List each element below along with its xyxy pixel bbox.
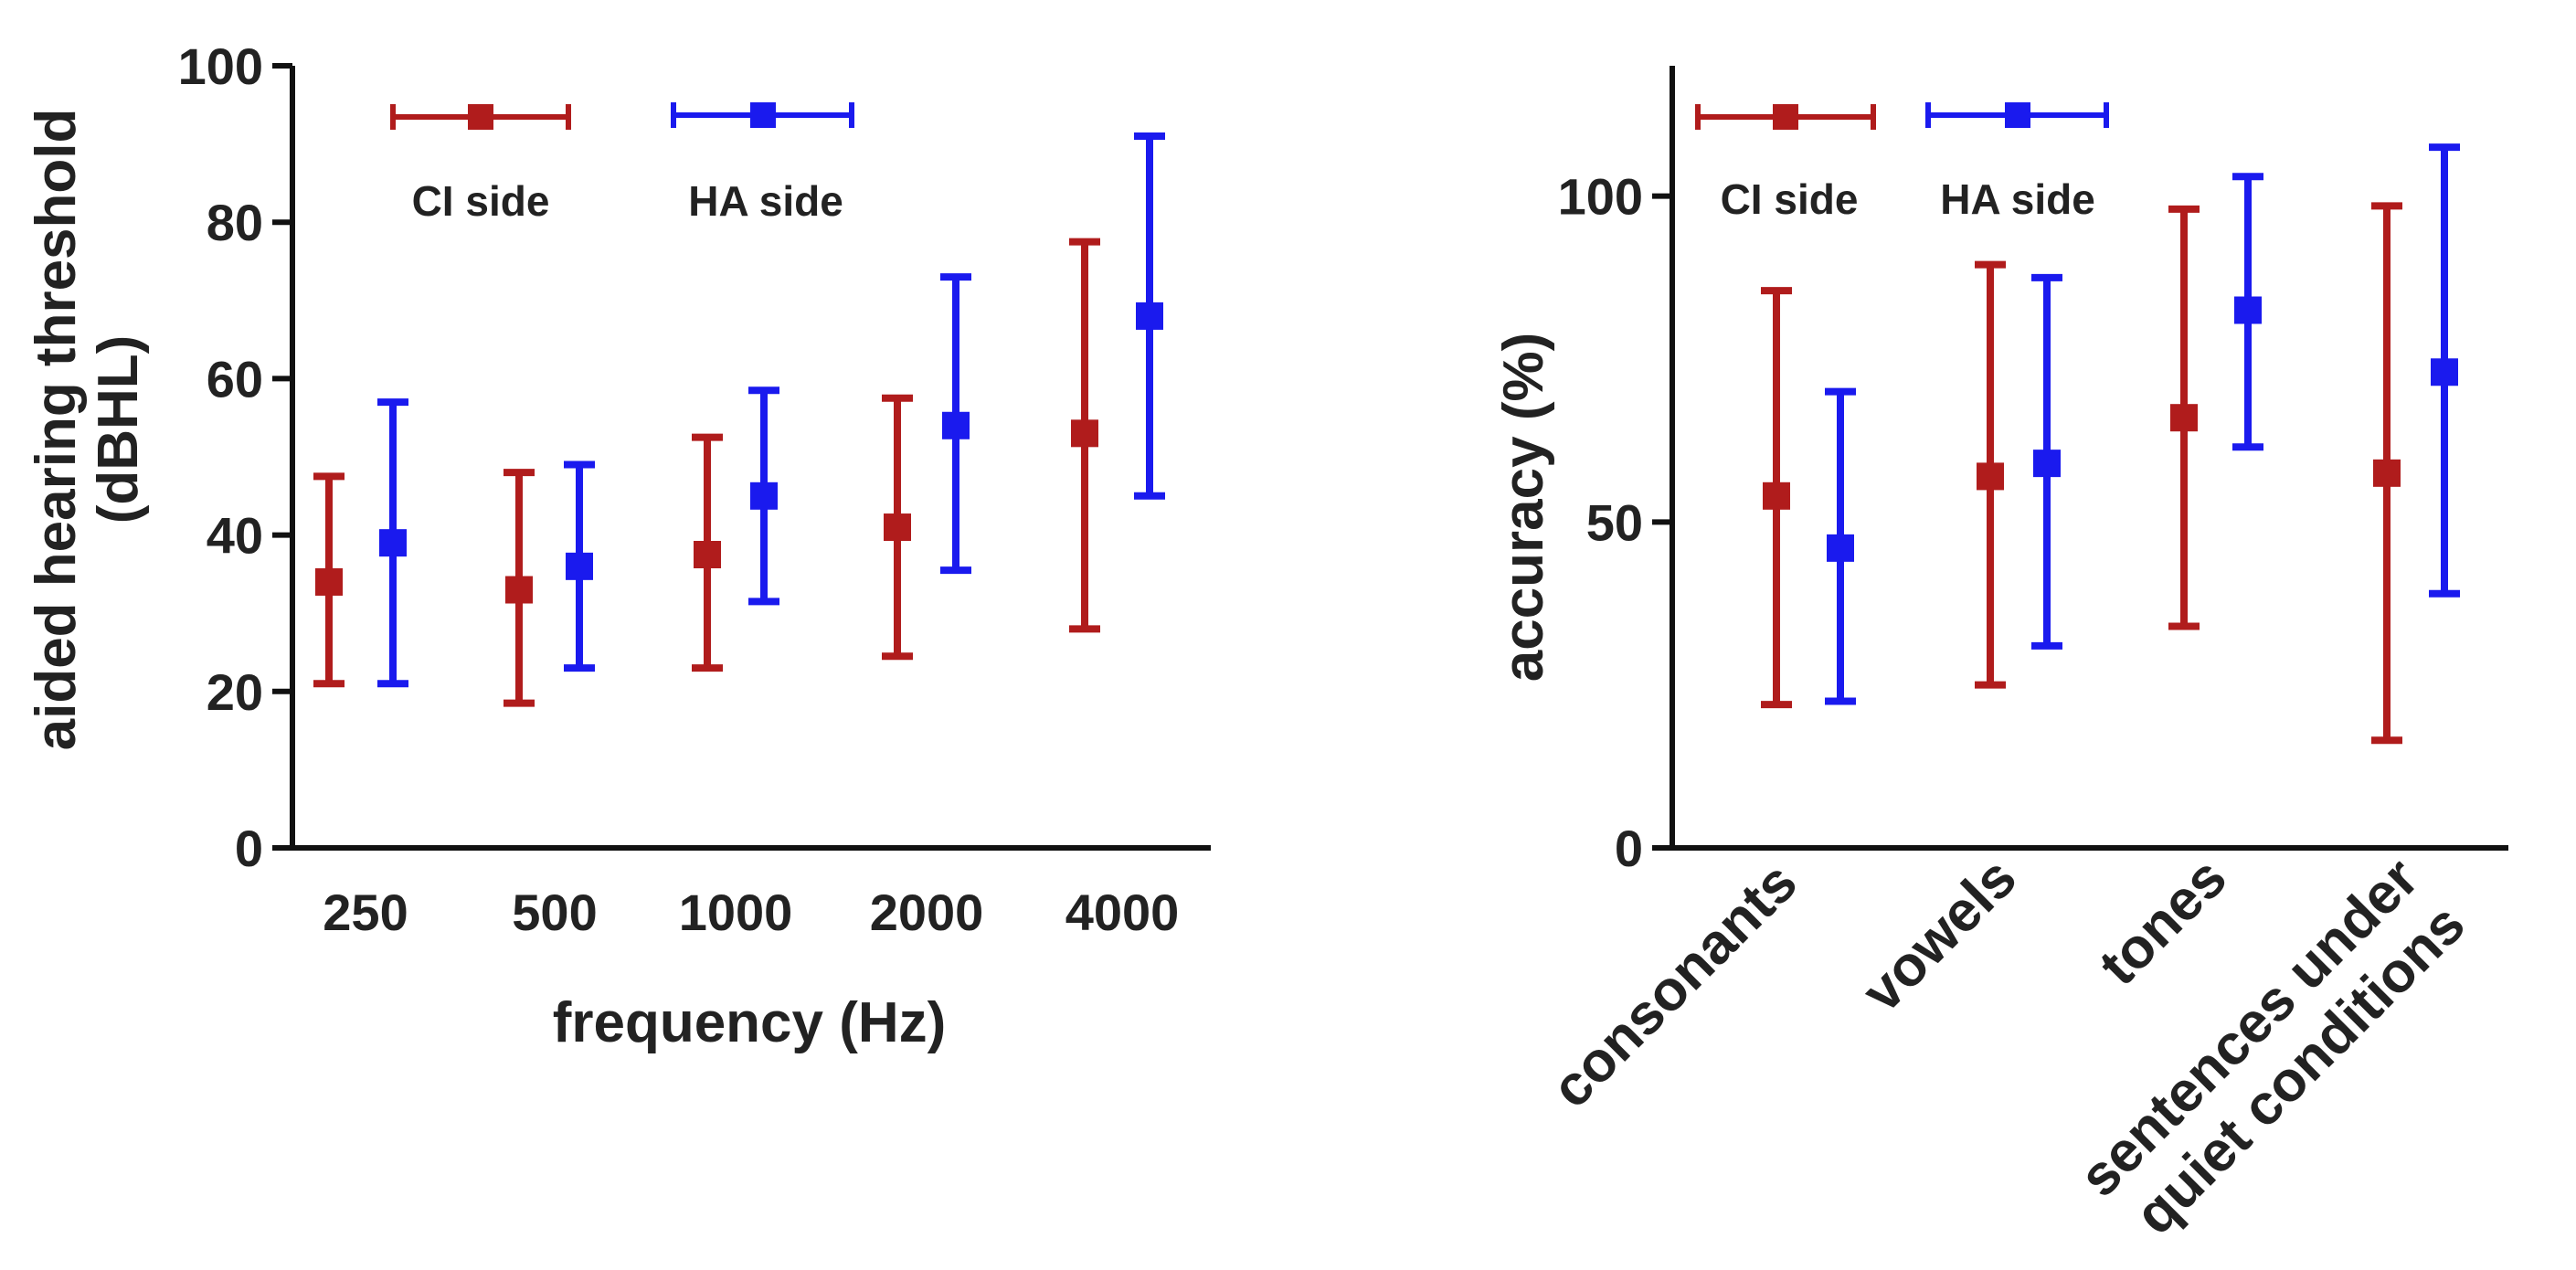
right-legend-ha: HA side: [1925, 102, 2109, 223]
right-x-tick-label-sentences-under-quiet-conditions: sentences underquiet conditions: [2068, 846, 2477, 1255]
left-series-ci-side: [313, 238, 1100, 707]
left-ci-side-1000-marker: [694, 541, 721, 568]
right-legend-ci-label: CI side: [1721, 175, 1859, 223]
right-x-tick-label-tones: tones: [2087, 846, 2239, 998]
left-x-ticks: 250 500 1000 2000 4000: [323, 884, 1179, 941]
right-ylabel: accuracy (%): [1492, 333, 1555, 683]
left-legend: CI side HA side: [390, 102, 854, 225]
right-ha-side-vowels-marker: [2033, 450, 2061, 478]
right-y-tick-label-50: 50: [1586, 493, 1643, 551]
right-y-tick-label-0: 0: [1615, 820, 1643, 877]
right-y-ticks: 0 50 100: [1558, 168, 1672, 877]
right-series-ha-side: [1825, 143, 2460, 705]
left-y-ticks: 0 20 40 60 80 100: [178, 37, 292, 877]
right-x-tick-label-consonants: consonants: [1540, 851, 1809, 1120]
right-series-ci-side: [1761, 202, 2402, 745]
left-ha-side-1000-marker: [750, 482, 778, 510]
left-y-tick-label-60: 60: [207, 350, 263, 407]
right-x-tick-label-tones-line-1: tones: [2087, 846, 2239, 998]
right-legend-ci-marker: [1773, 104, 1798, 130]
left-y-tick-label-20: 20: [207, 663, 263, 721]
right-ha-side-sentences-under-quiet-conditions-marker: [2431, 358, 2458, 386]
left-ha-side-2000-marker: [942, 411, 970, 439]
left-x-tick-label-500: 500: [512, 884, 597, 941]
left-ha-side-500-marker: [566, 552, 593, 580]
left-ylabel-line-2: (dBHL): [87, 335, 150, 524]
left-ci-side-500-marker: [505, 576, 533, 604]
right-legend: CI side HA side: [1695, 102, 2109, 223]
left-ylabel-line-1: aided hearing threshold: [25, 109, 88, 751]
right-x-tick-label-consonants-line-1: consonants: [1540, 851, 1809, 1120]
left-x-tick-label-1000: 1000: [679, 884, 793, 941]
left-x-tick-label-2000: 2000: [870, 884, 984, 941]
left-y-tick-label-0: 0: [235, 820, 263, 877]
left-legend-ha-marker: [750, 102, 776, 128]
right-legend-ha-marker: [2005, 102, 2030, 128]
left-x-tick-label-4000: 4000: [1065, 884, 1180, 941]
left-ci-side-2000-marker: [884, 513, 911, 542]
right-ci-side-tones-marker: [2170, 404, 2198, 432]
left-series-ha-side: [377, 132, 1165, 688]
left-legend-ci-label: CI side: [412, 177, 550, 225]
right-legend-ci: CI side: [1695, 104, 1876, 223]
right-x-tick-label-vowels: vowels: [1850, 846, 2029, 1024]
left-legend-ha-label: HA side: [688, 177, 843, 225]
left-ha-side-250-marker: [379, 529, 407, 557]
left-legend-ha: HA side: [671, 102, 854, 225]
left-legend-ci-marker: [468, 104, 493, 130]
left-legend-ci: CI side: [390, 104, 571, 225]
left-y-tick-label-80: 80: [207, 194, 263, 251]
right-legend-ha-label: HA side: [1940, 175, 2095, 223]
chart-right: accuracy (%) 0 50 100 consonants vowels tone…: [1492, 66, 2508, 1255]
left-ci-side-4000-marker: [1071, 419, 1098, 448]
left-xlabel: frequency (Hz): [553, 991, 947, 1054]
left-y-tick-label-40: 40: [207, 507, 263, 565]
left-y-tick-label-100: 100: [178, 37, 263, 95]
right-ha-side-consonants-marker: [1827, 534, 1854, 562]
chart-left: aided hearing threshold (dBHL) 0 20 40 60 80…: [25, 37, 1211, 1054]
right-ci-side-sentences-under-quiet-conditions-marker: [2373, 459, 2401, 487]
right-x-tick-label-vowels-line-1: vowels: [1850, 846, 2029, 1024]
left-ha-side-4000-marker: [1136, 302, 1163, 330]
left-x-tick-label-250: 250: [323, 884, 408, 941]
left-ci-side-250-marker: [315, 567, 343, 596]
right-y-tick-label-100: 100: [1558, 168, 1643, 226]
right-ci-side-vowels-marker: [1977, 462, 2004, 491]
right-ci-side-consonants-marker: [1763, 482, 1790, 510]
right-ha-side-tones-marker: [2234, 296, 2262, 324]
